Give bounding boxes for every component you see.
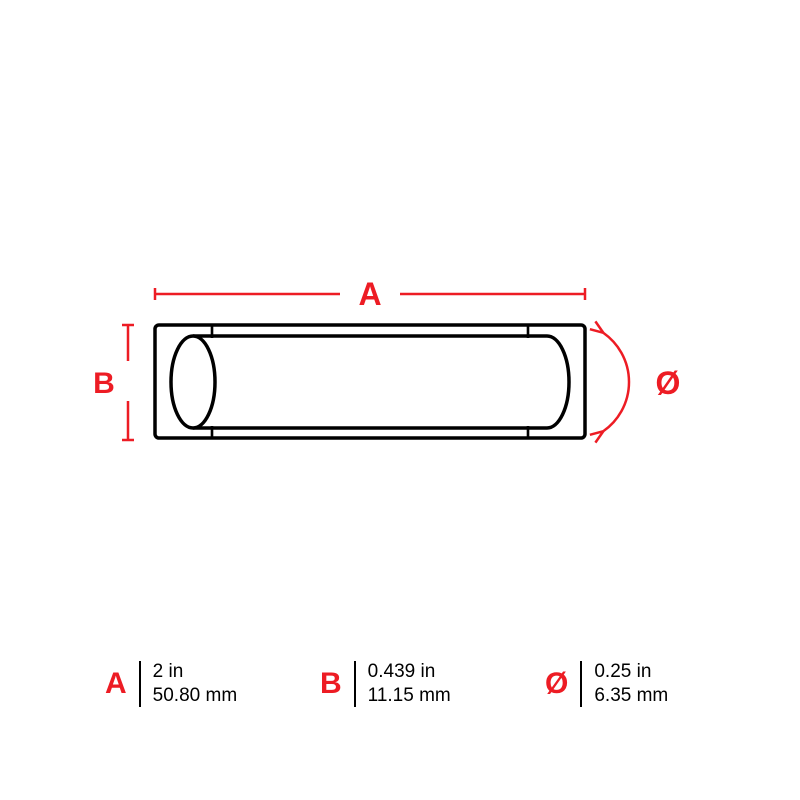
legend-divider: [354, 661, 356, 707]
legend-divider: [580, 661, 582, 707]
legend-item-diameter: Ø 0.25 in 6.35 mm: [545, 660, 668, 708]
legend-d-imperial: 0.25 in: [594, 660, 668, 684]
legend-a-metric: 50.80 mm: [153, 684, 237, 708]
legend-letter-diameter: Ø: [545, 669, 568, 699]
legend-a-imperial: 2 in: [153, 660, 237, 684]
diagram-canvas: ABØ A 2 in 50.80 mm B 0.439 in 11.15 mm …: [0, 0, 800, 800]
legend-item-b: B 0.439 in 11.15 mm: [320, 660, 451, 708]
legend-letter-a: A: [105, 669, 127, 699]
legend-item-a: A 2 in 50.80 mm: [105, 660, 237, 708]
legend-b-metric: 11.15 mm: [368, 684, 451, 708]
legend-b-imperial: 0.439 in: [368, 660, 451, 684]
svg-text:A: A: [358, 276, 381, 312]
legend-letter-b: B: [320, 669, 342, 699]
legend-divider: [139, 661, 141, 707]
svg-text:Ø: Ø: [656, 365, 681, 401]
svg-text:B: B: [93, 367, 115, 400]
legend-d-metric: 6.35 mm: [594, 684, 668, 708]
